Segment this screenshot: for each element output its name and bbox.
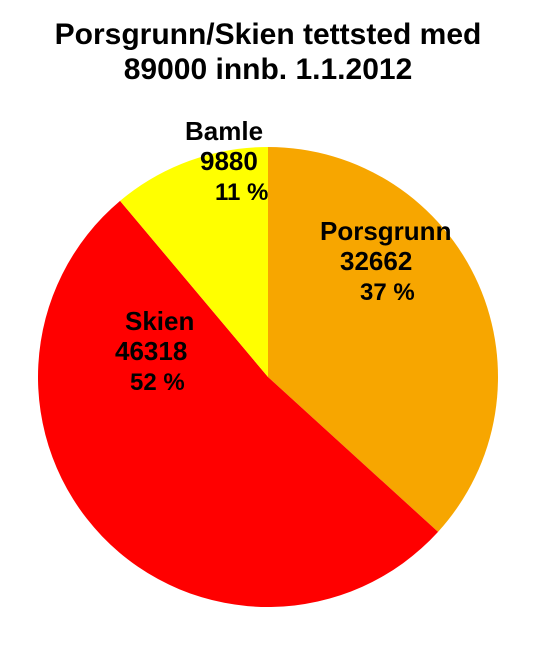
slice-label-porsgrunn-pct: 37 % (360, 279, 415, 307)
pie-svg (0, 87, 536, 647)
chart-title: Porsgrunn/Skien tettsted med 89000 innb.… (0, 0, 536, 87)
slice-label-bamle-value: 9880 (200, 147, 258, 177)
slice-label-porsgrunn-name: Porsgrunn (320, 217, 451, 247)
slice-label-bamle-name: Bamle (185, 117, 263, 147)
slice-label-skien-pct: 52 % (130, 369, 185, 397)
slice-label-skien-name: Skien (125, 307, 194, 337)
slice-label-skien-value: 46318 (115, 337, 187, 367)
pie-chart: Porsgrunn 32662 37 % Skien 46318 52 % Ba… (0, 87, 536, 647)
slice-label-porsgrunn-value: 32662 (340, 247, 412, 277)
title-line-2: 89000 innb. 1.1.2012 (0, 53, 536, 88)
slice-label-bamle-pct: 11 % (215, 179, 268, 207)
title-line-1: Porsgrunn/Skien tettsted med (0, 18, 536, 53)
